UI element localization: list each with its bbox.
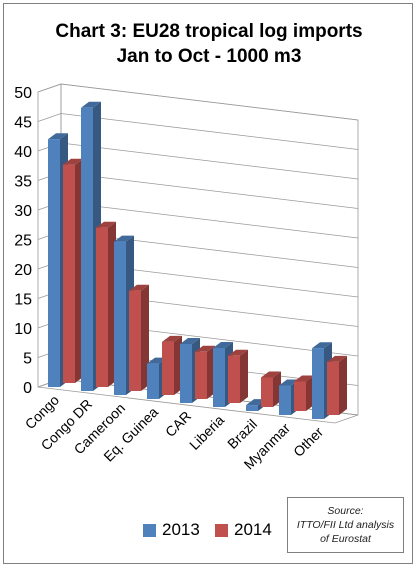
y-tick-label: 5 [23, 351, 32, 368]
bar-2014-cameroon [129, 284, 149, 391]
legend-label-2013: 2013 [162, 520, 200, 539]
chart-subtitle: Jan to Oct - 1000 m3 [116, 46, 302, 67]
y-tick-label: 50 [14, 85, 32, 102]
legend-swatch-2014 [215, 523, 228, 537]
y-tick-label: 0 [23, 380, 32, 397]
y-tick-label: 20 [14, 262, 32, 279]
bar-2014-congo [63, 158, 83, 383]
bar-2014-congo-dr [96, 221, 116, 387]
gridline [37, 83, 359, 121]
x-tick-label: Other [290, 424, 326, 460]
source-note: Source: ITTO/FII Ltd analysis of Eurosta… [296, 505, 395, 545]
legend-label-2014: 2014 [234, 520, 272, 539]
y-tick-label: 25 [14, 233, 32, 250]
legend-item-2013: 2013 [143, 520, 200, 540]
y-tick-label: 30 [14, 203, 32, 220]
bars [48, 101, 347, 419]
y-tick-labels: 0 5 10 15 20 25 30 35 40 45 50 [14, 85, 32, 397]
y-tick-label: 15 [14, 292, 32, 309]
bar-2014-brazil [261, 371, 281, 407]
bar-2014-other [327, 355, 347, 415]
y-tick-label: 45 [14, 115, 32, 132]
source-box: Source: ITTO/FII Ltd analysis of Eurosta… [287, 497, 404, 553]
bar-2014-car [195, 345, 215, 399]
y-tick-label: 10 [14, 321, 32, 338]
y-tick-label: 35 [14, 174, 32, 191]
bar-2014-liberia [228, 349, 248, 403]
legend-item-2014: 2014 [215, 520, 272, 540]
bar-2014-myanmar [294, 375, 314, 411]
legend-swatch-2013 [143, 523, 156, 537]
bar-2014-eq-guinea [162, 335, 182, 395]
gridline [37, 113, 359, 150]
chart-title: Chart 3: EU28 tropical log imports [55, 21, 363, 42]
x-tick-label: CAR [162, 408, 194, 440]
y-tick-label: 40 [14, 144, 32, 161]
